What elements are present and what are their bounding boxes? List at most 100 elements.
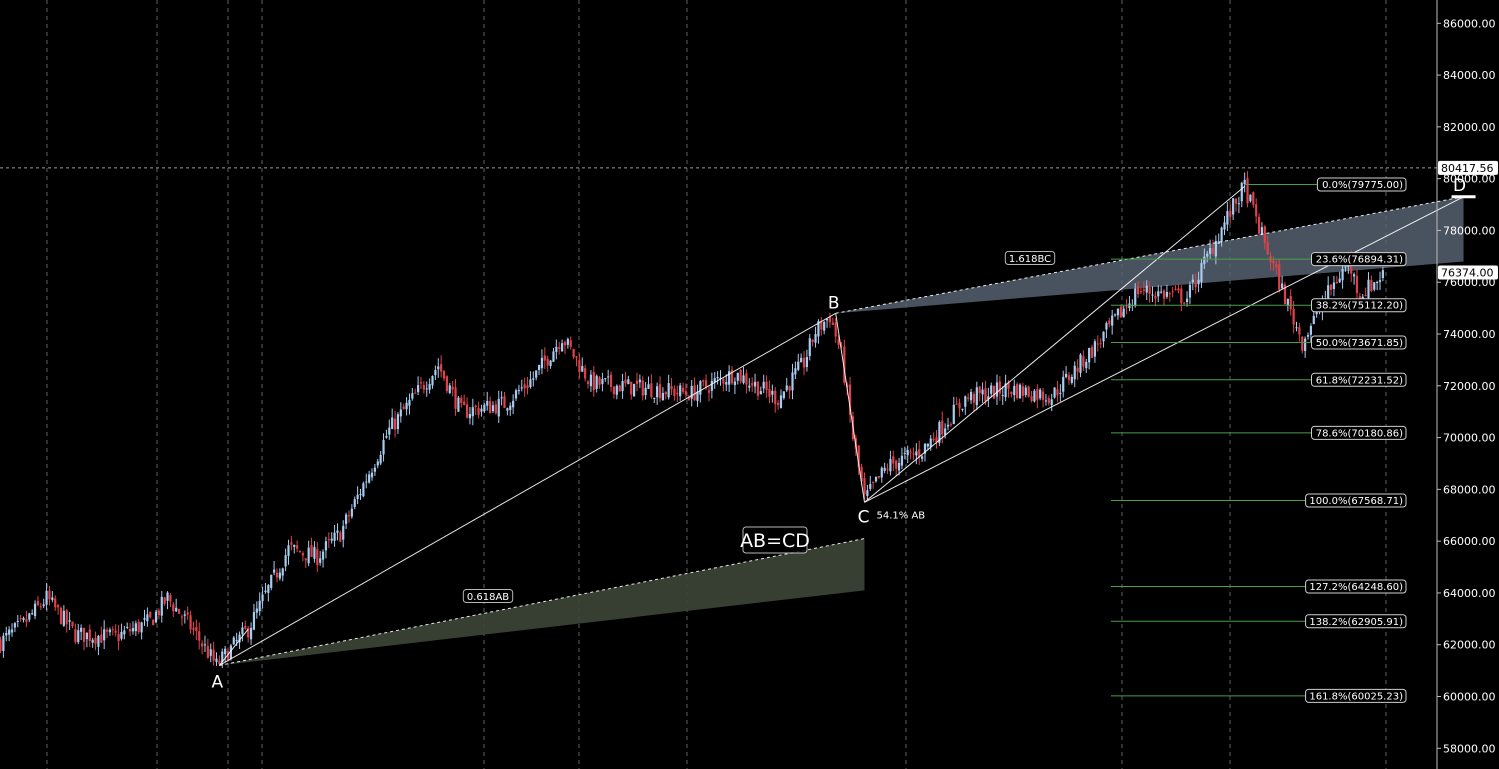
down-candle xyxy=(892,456,895,464)
down-candle xyxy=(722,378,725,384)
down-candle xyxy=(909,451,912,453)
down-candle xyxy=(1148,287,1151,294)
down-candle xyxy=(180,616,184,618)
up-candle xyxy=(221,651,224,662)
down-candle xyxy=(523,384,526,389)
down-candle xyxy=(687,396,690,401)
up-candle xyxy=(1223,222,1226,230)
up-candle xyxy=(313,546,316,559)
fib-label-box xyxy=(1311,335,1407,350)
down-candle xyxy=(932,438,935,441)
down-candle xyxy=(1246,178,1249,204)
up-candle xyxy=(1367,279,1370,299)
down-candle xyxy=(1252,192,1255,205)
fibonacci-levels[interactable]: 0.0%(79775.00) 23.6%(76894.31) 38.2%(75112… xyxy=(1111,177,1407,703)
down-candle xyxy=(958,402,961,409)
down-candle xyxy=(831,322,834,325)
up-candle xyxy=(532,378,535,380)
down-candle xyxy=(440,364,443,372)
down-candle xyxy=(768,389,771,397)
down-candle xyxy=(563,342,567,346)
up-candle xyxy=(33,603,37,617)
fib-label: 78.6%(70180.86) xyxy=(1316,428,1403,439)
down-candle xyxy=(129,629,132,632)
down-candle xyxy=(967,397,970,399)
down-candle xyxy=(1355,276,1359,294)
down-candle xyxy=(247,628,250,638)
fib-label-box xyxy=(1311,252,1407,267)
up-candle xyxy=(287,545,290,556)
up-candle xyxy=(2,635,5,651)
down-candle xyxy=(670,386,673,390)
up-candle xyxy=(762,381,765,389)
up-candle xyxy=(1085,361,1088,369)
up-candle xyxy=(1065,373,1068,378)
up-candle xyxy=(342,525,345,540)
up-candle xyxy=(601,378,604,385)
candles xyxy=(0,171,1384,669)
up-candle xyxy=(990,385,993,394)
price-tick-label: 60000.00 xyxy=(1443,691,1496,704)
down-candle xyxy=(1275,264,1278,268)
down-candle xyxy=(609,374,613,387)
up-candle xyxy=(370,472,374,478)
fib-label: 127.2%(64248.60) xyxy=(1309,582,1403,593)
up-candle xyxy=(28,613,31,620)
ab-leg-line xyxy=(219,312,836,666)
up-candle xyxy=(411,393,414,399)
down-candle xyxy=(212,649,215,661)
down-candle xyxy=(578,360,581,373)
down-candle xyxy=(1125,306,1128,308)
up-candle xyxy=(759,391,762,395)
up-candle xyxy=(1237,203,1240,205)
down-candle xyxy=(1027,386,1030,397)
down-candle xyxy=(1007,382,1010,389)
up-candle xyxy=(537,365,541,371)
down-candle xyxy=(1229,210,1232,217)
up-candle xyxy=(529,379,532,387)
down-candle xyxy=(74,629,77,643)
down-candle xyxy=(206,646,209,658)
abcd-pattern[interactable]: A B C D 0.618AB 1.618BC 54.1% AB AB=CD xyxy=(212,176,1476,693)
up-candle xyxy=(1033,390,1036,402)
up-candle xyxy=(68,620,71,622)
up-candle xyxy=(1185,298,1189,302)
up-candle xyxy=(1157,291,1160,297)
up-candle xyxy=(969,392,973,401)
up-candle xyxy=(520,387,523,389)
up-candle xyxy=(437,366,440,370)
up-candle xyxy=(1200,263,1203,283)
price-tick-label: 78000.00 xyxy=(1443,224,1496,237)
up-candle xyxy=(417,385,420,393)
up-candle xyxy=(1004,383,1007,398)
down-candle xyxy=(1021,386,1024,396)
up-candle xyxy=(131,628,135,632)
up-candle xyxy=(238,634,241,643)
up-candle xyxy=(581,365,584,372)
down-candle xyxy=(984,388,987,402)
cd-projection-line xyxy=(864,196,1464,503)
up-candle xyxy=(1001,395,1004,397)
up-candle xyxy=(900,455,904,466)
down-candle xyxy=(1263,226,1266,243)
down-candle xyxy=(503,396,506,408)
up-candle xyxy=(1206,253,1209,257)
up-candle xyxy=(385,436,388,438)
down-candle xyxy=(702,380,705,382)
up-candle xyxy=(995,382,999,397)
up-candle xyxy=(800,357,803,363)
down-candle xyxy=(584,368,587,379)
ab-ratio-label: 0.618AB xyxy=(467,592,509,603)
down-candle xyxy=(895,460,898,469)
price-axis[interactable]: 86000.00 84000.00 82000.00 80000.00 78000.00… xyxy=(1436,0,1498,769)
down-candle xyxy=(460,397,463,403)
down-candle xyxy=(1255,204,1258,217)
up-candle xyxy=(281,568,284,576)
up-candle xyxy=(1304,338,1307,351)
down-candle xyxy=(465,404,469,418)
down-candle xyxy=(1142,289,1145,291)
bc-ratio-label: 1.618BC xyxy=(1009,254,1051,265)
fib-label-box xyxy=(1305,688,1407,703)
down-candle xyxy=(1099,342,1102,344)
